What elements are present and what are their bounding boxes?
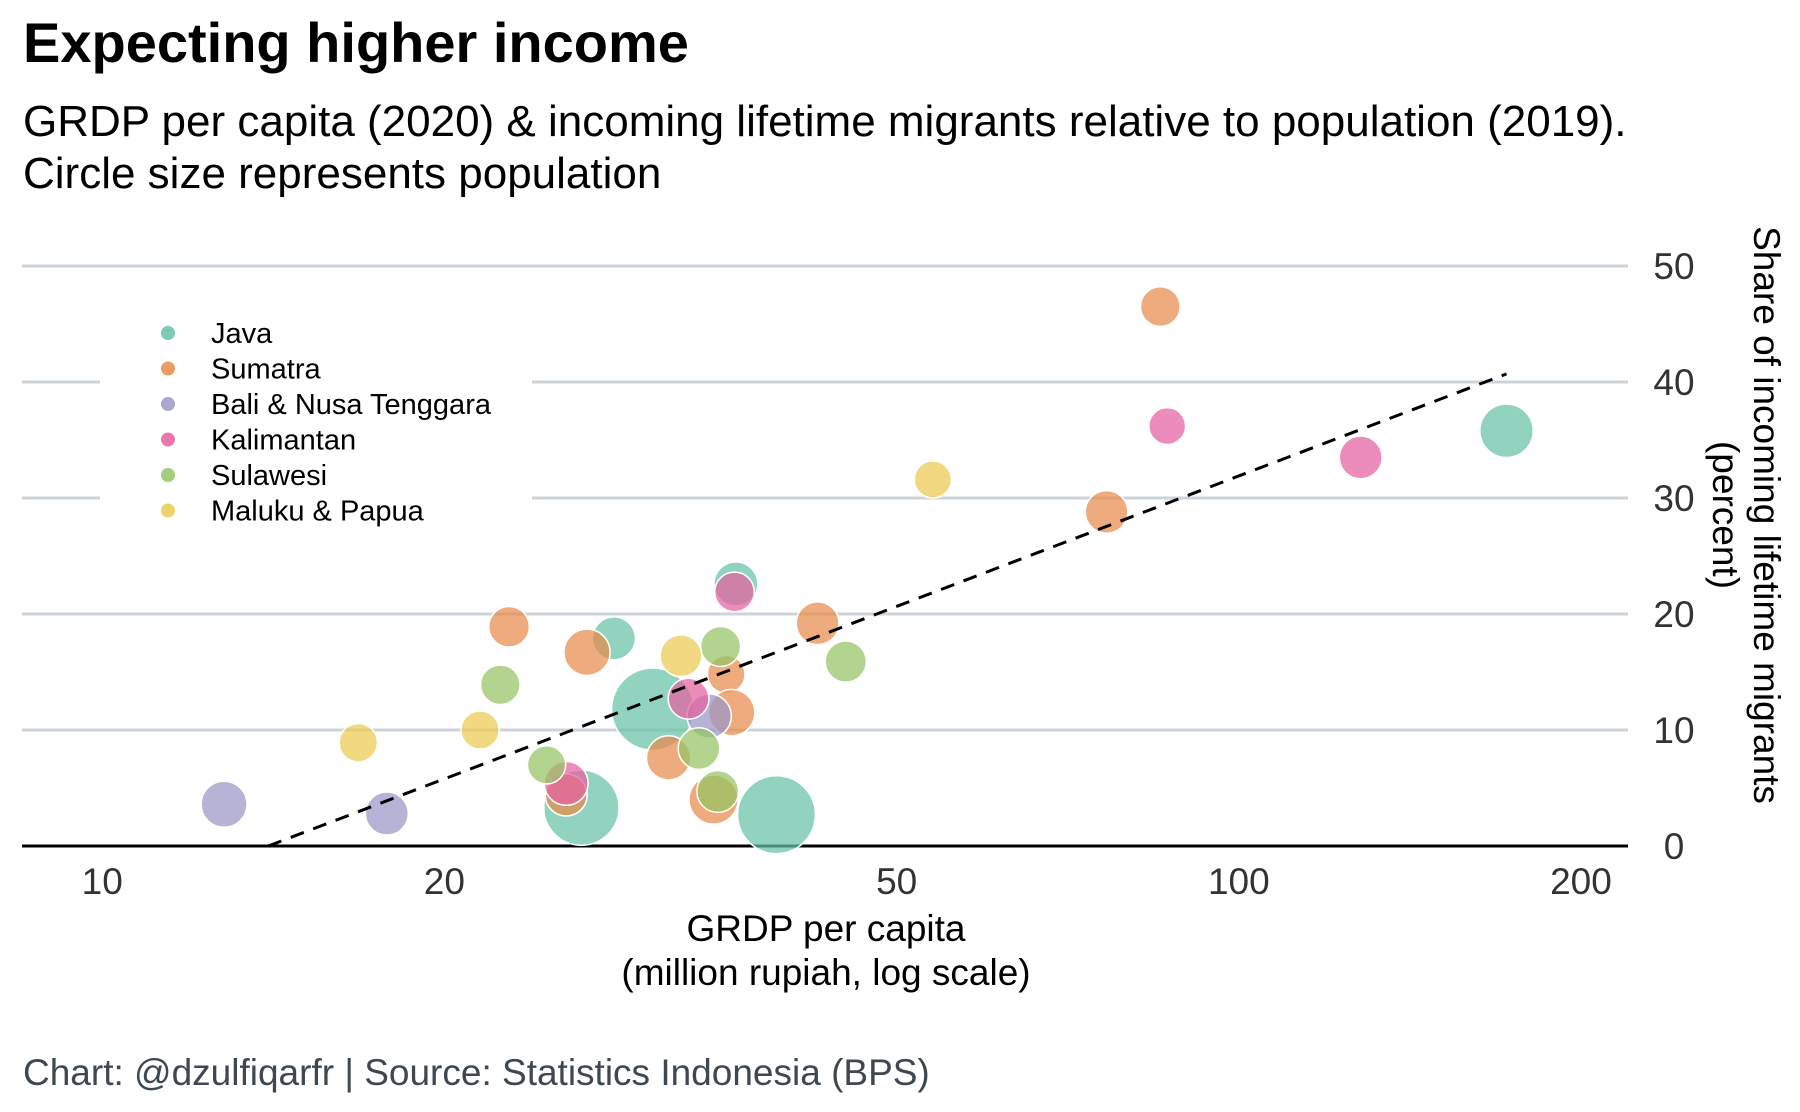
scatter-point-kalimantan: [1148, 406, 1187, 446]
chart-title: Expecting higher income: [23, 11, 689, 74]
legend-swatch: [161, 326, 175, 340]
legend-label: Kalimantan: [211, 425, 356, 457]
caption: Chart: @dzulfiqarfr | Source: Statistics…: [23, 1052, 930, 1093]
x-tick-label: 10: [82, 861, 123, 902]
scatter-point-kalimantan: [667, 677, 710, 720]
scatter-point-kalimantan: [713, 571, 756, 613]
y-tick-labels: 0 10 20 30 40 50: [1653, 246, 1694, 867]
scatter-point-maluku-papua: [659, 634, 703, 678]
legend-label: Maluku & Papua: [211, 496, 425, 528]
scatter-point-sumatra: [563, 628, 611, 677]
x-tick-label: 100: [1208, 861, 1270, 902]
scatter-point-sulawesi: [699, 625, 742, 668]
scatter-point-maluku-papua: [338, 722, 379, 763]
y-tick-label: 20: [1653, 594, 1694, 635]
legend-label: Sulawesi: [211, 460, 327, 492]
subtitle-line-1: GRDP per capita (2020) & incoming lifeti…: [23, 97, 1627, 146]
trend-line: [267, 372, 1508, 848]
scatter-point-bali-nusa-tenggara: [364, 791, 410, 836]
x-tick-label: 20: [424, 861, 465, 902]
legend-label: Java: [211, 318, 273, 350]
scatter-point-kalimantan: [1338, 435, 1383, 480]
subtitle-line-2: Circle size represents population: [23, 149, 662, 198]
y-axis-title-line-2: (percent): [1705, 441, 1746, 589]
y-tick-label: 30: [1653, 478, 1694, 519]
y-axis-title-line-1: Share of incoming lifetime migrants: [1746, 226, 1787, 804]
legend-swatch: [161, 397, 175, 411]
scatter-point-bali-nusa-tenggara: [200, 780, 248, 828]
x-tick-label: 50: [876, 861, 917, 902]
y-axis-title: Share of incoming lifetime migrants (per…: [1705, 226, 1787, 804]
scatter-point-sulawesi: [526, 744, 567, 785]
scatter-point-java: [1479, 403, 1534, 459]
legend-label: Bali & Nusa Tenggara: [211, 389, 492, 421]
y-tick-label: 10: [1653, 710, 1694, 751]
y-tick-label: 40: [1653, 362, 1694, 403]
legend-swatch: [161, 361, 175, 376]
scatter-point-sulawesi: [696, 769, 740, 814]
scatter-point-java: [736, 775, 817, 855]
legend-label: Sumatra: [211, 354, 321, 386]
scatter-point-sulawesi: [479, 664, 521, 706]
scatter-point-maluku-papua: [913, 460, 953, 499]
scatter-point-sulawesi: [677, 727, 721, 771]
legend-swatch: [161, 432, 175, 447]
x-tick-label: 200: [1550, 861, 1612, 902]
legend-swatch: [161, 468, 175, 482]
scatter-point-sumatra: [795, 601, 840, 646]
x-axis-title-line-2: (million rupiah, log scale): [621, 952, 1030, 993]
scatter-point-sulawesi: [824, 640, 868, 683]
scatter-point-sumatra: [1084, 489, 1129, 534]
scatter-point-sumatra: [1139, 286, 1181, 328]
y-tick-label: 50: [1653, 246, 1694, 287]
chart-subtitle: GRDP per capita (2020) & incoming lifeti…: [23, 96, 1783, 200]
x-tick-labels: 10 20 50 100 200: [82, 861, 1612, 902]
x-axis-title-line-1: GRDP per capita: [687, 908, 966, 949]
scatter-point-sumatra: [487, 605, 531, 648]
scatter-points: [200, 286, 1534, 855]
legend-background: [100, 306, 532, 538]
legend-swatch: [161, 503, 175, 518]
y-tick-label: 0: [1664, 826, 1685, 867]
scatter-point-maluku-papua: [460, 710, 500, 750]
